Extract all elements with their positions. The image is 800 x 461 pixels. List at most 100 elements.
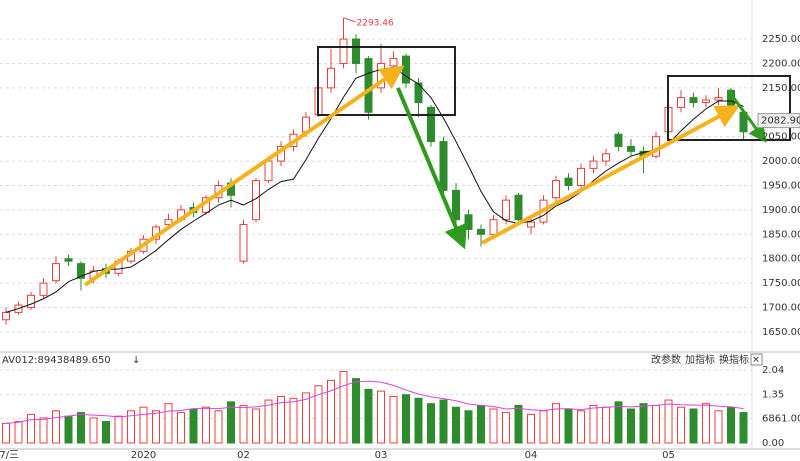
volume-bar <box>114 415 123 444</box>
volume-bar <box>614 401 623 444</box>
volume-bar <box>239 404 248 444</box>
volume-bar <box>89 417 98 444</box>
candle-body <box>614 133 623 147</box>
indicator-arrow: ↓ <box>132 355 140 366</box>
x-tick-label: 02 <box>237 450 250 461</box>
volume-bar <box>264 399 273 444</box>
volume-bar <box>689 408 698 444</box>
candle-body <box>564 177 573 186</box>
plot <box>0 17 752 444</box>
candle-body <box>589 160 598 169</box>
annotations <box>83 46 791 287</box>
candle-body <box>77 263 85 279</box>
candle-body <box>464 214 473 230</box>
volume-bar <box>314 385 323 444</box>
close-button[interactable] <box>750 353 763 366</box>
candle-body <box>164 219 173 226</box>
volume-bar <box>64 415 73 444</box>
volume-bar <box>177 412 185 444</box>
annotation-leader <box>343 17 356 23</box>
volume-bar <box>302 392 310 444</box>
volume-bar <box>364 388 373 444</box>
volume-bar <box>464 410 473 444</box>
volume-bar <box>539 410 548 444</box>
y-tick-label: 1850.00 <box>762 229 800 240</box>
button[interactable]: 改参数 <box>651 353 681 366</box>
trend-arrow <box>481 105 741 245</box>
x-tick-label: 04 <box>525 450 538 461</box>
volume-bar <box>702 403 710 444</box>
candle-body <box>27 294 35 309</box>
volume-ma-line <box>5 380 744 424</box>
y-tick-label: 2050.00 <box>762 132 800 143</box>
candle-body <box>502 199 510 221</box>
volume-bar <box>489 408 498 444</box>
y-tick-label: 2.04 <box>762 365 784 376</box>
x-tick-label: 27/三 <box>0 450 19 461</box>
volume-bar <box>714 410 723 444</box>
volume-bar <box>252 408 260 444</box>
volume-bar <box>202 406 210 444</box>
volume-bar <box>652 404 660 444</box>
candle-body <box>327 67 335 89</box>
volume-bar <box>627 408 635 444</box>
candle-body <box>689 97 698 104</box>
volume-bar <box>77 412 85 444</box>
volume-bar <box>339 370 348 444</box>
candle-body <box>39 282 48 296</box>
candle-body <box>489 219 498 235</box>
volume-bar <box>427 403 435 444</box>
y-tick-label: 2250.00 <box>762 34 800 45</box>
last-price-box <box>757 113 800 129</box>
volume-bar <box>377 390 385 444</box>
candle-body <box>627 145 635 152</box>
close-icon[interactable]: ✕ <box>752 356 760 366</box>
button[interactable]: 加指标 <box>685 353 715 366</box>
x-tick-label: 05 <box>662 450 675 461</box>
volume-bar <box>52 410 60 444</box>
candle-body <box>514 194 523 221</box>
candle-body <box>364 58 373 113</box>
y-tick-label: 1750.00 <box>762 278 800 289</box>
volume-bar <box>152 410 160 444</box>
y-tick-label: 1650.00 <box>762 327 800 338</box>
volume-bar <box>502 412 510 444</box>
x-tick-label: 03 <box>375 450 388 461</box>
volume-bar <box>564 408 573 444</box>
volume-bar <box>514 404 523 444</box>
x-tick-label: 2020 <box>131 450 156 461</box>
volume-bar <box>2 422 10 444</box>
candle-body <box>439 141 448 191</box>
volume-bar <box>127 410 135 444</box>
candle-body <box>477 228 485 235</box>
y-tick-label: 1900.00 <box>762 205 800 216</box>
volume-bar <box>289 397 298 444</box>
candle-body <box>2 311 10 321</box>
button[interactable]: 换指标 <box>719 353 749 366</box>
volume-bar <box>277 395 285 444</box>
candle-body <box>264 160 273 182</box>
candle-body <box>552 180 560 199</box>
candle-body <box>239 224 248 262</box>
volume-bar <box>227 401 235 444</box>
volume-bar <box>352 378 360 444</box>
y-tick-label: 2000.00 <box>762 156 800 167</box>
volume-bar <box>589 404 598 444</box>
candle-body <box>427 106 435 143</box>
volume-bar <box>739 412 748 444</box>
y-tick-label: 1.35 <box>762 390 784 401</box>
volume-bar <box>727 406 735 444</box>
volume-bar <box>527 413 535 444</box>
candle-body <box>339 38 348 64</box>
candle-body <box>64 258 73 262</box>
volume-bar <box>102 421 110 444</box>
last-price-label: 2082.90 <box>761 116 800 127</box>
trend-arrow <box>396 87 467 250</box>
candle-body <box>602 153 610 162</box>
candle-body <box>352 38 360 64</box>
volume-bar <box>452 406 460 444</box>
volume-bar <box>577 410 585 444</box>
volume-bar <box>189 408 198 444</box>
volume-bar <box>414 397 423 444</box>
volume-bar <box>664 399 673 444</box>
